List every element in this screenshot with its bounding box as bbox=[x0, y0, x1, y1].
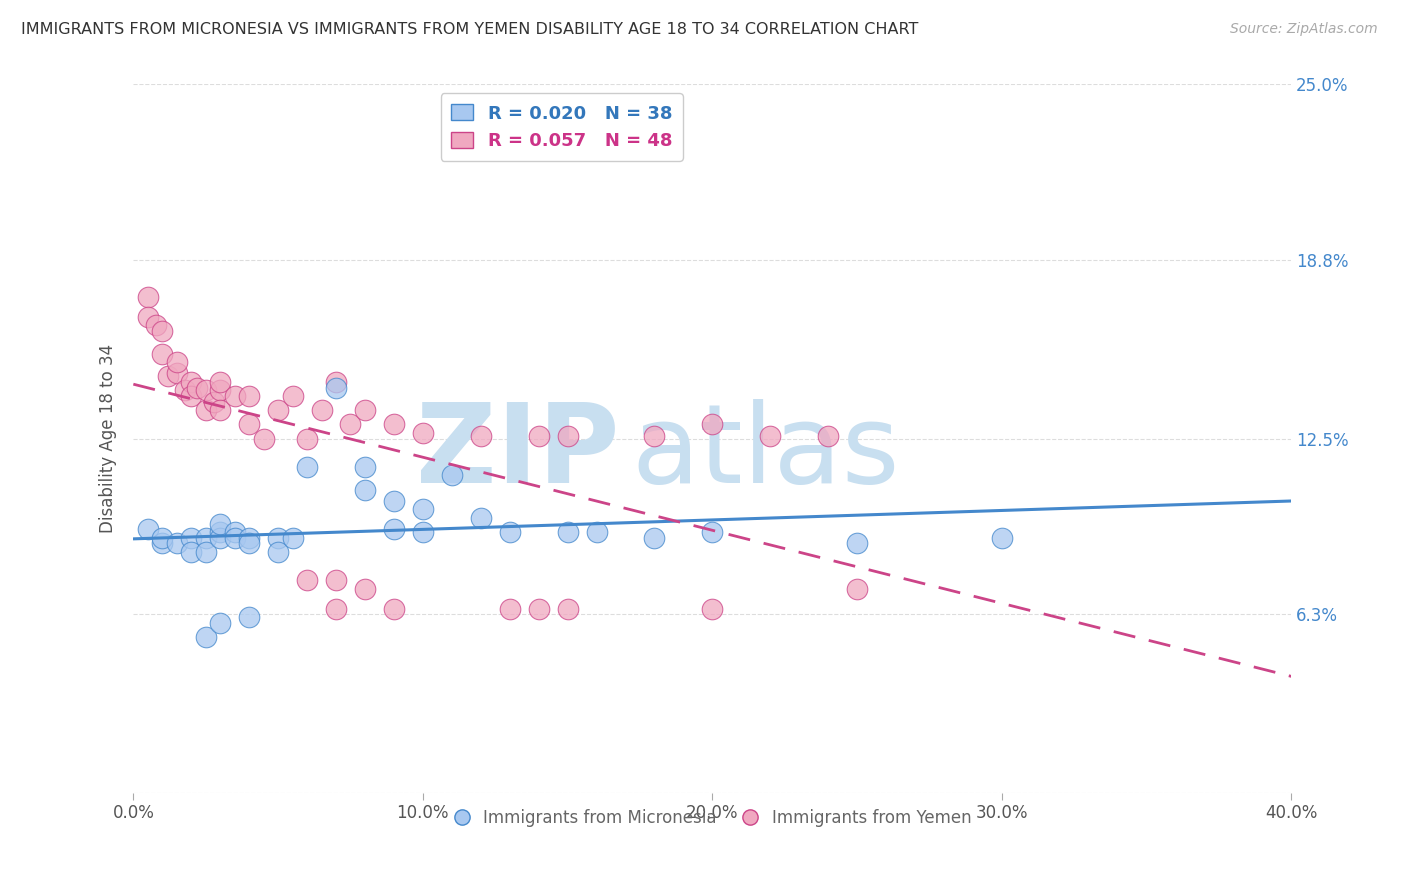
Point bbox=[209, 615, 232, 630]
Point bbox=[846, 582, 869, 596]
Point bbox=[166, 536, 188, 550]
Point bbox=[470, 428, 492, 442]
Point bbox=[412, 524, 434, 539]
Point bbox=[499, 524, 522, 539]
Point bbox=[527, 601, 550, 615]
Point bbox=[180, 531, 202, 545]
Point bbox=[440, 468, 463, 483]
Text: ZIP: ZIP bbox=[416, 400, 620, 507]
Point bbox=[166, 367, 188, 381]
Point bbox=[252, 432, 274, 446]
Point bbox=[382, 522, 405, 536]
Text: IMMIGRANTS FROM MICRONESIA VS IMMIGRANTS FROM YEMEN DISABILITY AGE 18 TO 34 CORR: IMMIGRANTS FROM MICRONESIA VS IMMIGRANTS… bbox=[21, 22, 918, 37]
Point bbox=[295, 459, 318, 474]
Point bbox=[702, 524, 724, 539]
Point bbox=[325, 601, 347, 615]
Y-axis label: Disability Age 18 to 34: Disability Age 18 to 34 bbox=[100, 344, 117, 533]
Point bbox=[238, 389, 260, 403]
Point bbox=[470, 511, 492, 525]
Point bbox=[238, 417, 260, 432]
Point bbox=[557, 601, 579, 615]
Point bbox=[325, 380, 347, 394]
Point bbox=[150, 536, 173, 550]
Point bbox=[325, 375, 347, 389]
Point bbox=[339, 417, 361, 432]
Point bbox=[194, 630, 217, 644]
Point bbox=[499, 601, 522, 615]
Point bbox=[354, 459, 377, 474]
Point bbox=[136, 310, 159, 324]
Legend: Immigrants from Micronesia, Immigrants from Yemen: Immigrants from Micronesia, Immigrants f… bbox=[447, 803, 979, 834]
Point bbox=[295, 573, 318, 587]
Point bbox=[238, 610, 260, 624]
Point bbox=[354, 582, 377, 596]
Point bbox=[382, 494, 405, 508]
Point bbox=[136, 290, 159, 304]
Point bbox=[209, 375, 232, 389]
Point bbox=[295, 432, 318, 446]
Point bbox=[267, 531, 290, 545]
Point bbox=[412, 502, 434, 516]
Point bbox=[224, 389, 246, 403]
Point bbox=[209, 516, 232, 531]
Point bbox=[643, 531, 665, 545]
Point bbox=[354, 403, 377, 417]
Point bbox=[238, 536, 260, 550]
Point bbox=[224, 531, 246, 545]
Point bbox=[557, 524, 579, 539]
Point bbox=[174, 384, 197, 398]
Point bbox=[311, 403, 333, 417]
Point bbox=[180, 389, 202, 403]
Point bbox=[194, 403, 217, 417]
Point bbox=[194, 384, 217, 398]
Point bbox=[224, 524, 246, 539]
Point bbox=[209, 384, 232, 398]
Point bbox=[643, 428, 665, 442]
Point bbox=[267, 545, 290, 559]
Point bbox=[412, 425, 434, 440]
Point bbox=[991, 531, 1014, 545]
Point bbox=[209, 531, 232, 545]
Point bbox=[145, 318, 167, 333]
Point bbox=[166, 355, 188, 369]
Point bbox=[194, 531, 217, 545]
Point bbox=[150, 324, 173, 338]
Point bbox=[557, 428, 579, 442]
Point bbox=[817, 428, 839, 442]
Point bbox=[267, 403, 290, 417]
Point bbox=[354, 483, 377, 497]
Point bbox=[202, 394, 225, 409]
Point bbox=[180, 375, 202, 389]
Point bbox=[585, 524, 607, 539]
Point bbox=[186, 380, 208, 394]
Point bbox=[238, 531, 260, 545]
Point bbox=[209, 403, 232, 417]
Point bbox=[194, 545, 217, 559]
Point bbox=[702, 417, 724, 432]
Point bbox=[325, 573, 347, 587]
Point bbox=[382, 601, 405, 615]
Point bbox=[281, 389, 304, 403]
Point bbox=[180, 545, 202, 559]
Point bbox=[846, 536, 869, 550]
Point bbox=[702, 601, 724, 615]
Point bbox=[136, 522, 159, 536]
Text: atlas: atlas bbox=[631, 400, 900, 507]
Text: Source: ZipAtlas.com: Source: ZipAtlas.com bbox=[1230, 22, 1378, 37]
Point bbox=[281, 531, 304, 545]
Point bbox=[209, 524, 232, 539]
Point bbox=[150, 346, 173, 360]
Point bbox=[382, 417, 405, 432]
Point bbox=[150, 531, 173, 545]
Point bbox=[157, 369, 180, 384]
Point bbox=[527, 428, 550, 442]
Point bbox=[759, 428, 782, 442]
